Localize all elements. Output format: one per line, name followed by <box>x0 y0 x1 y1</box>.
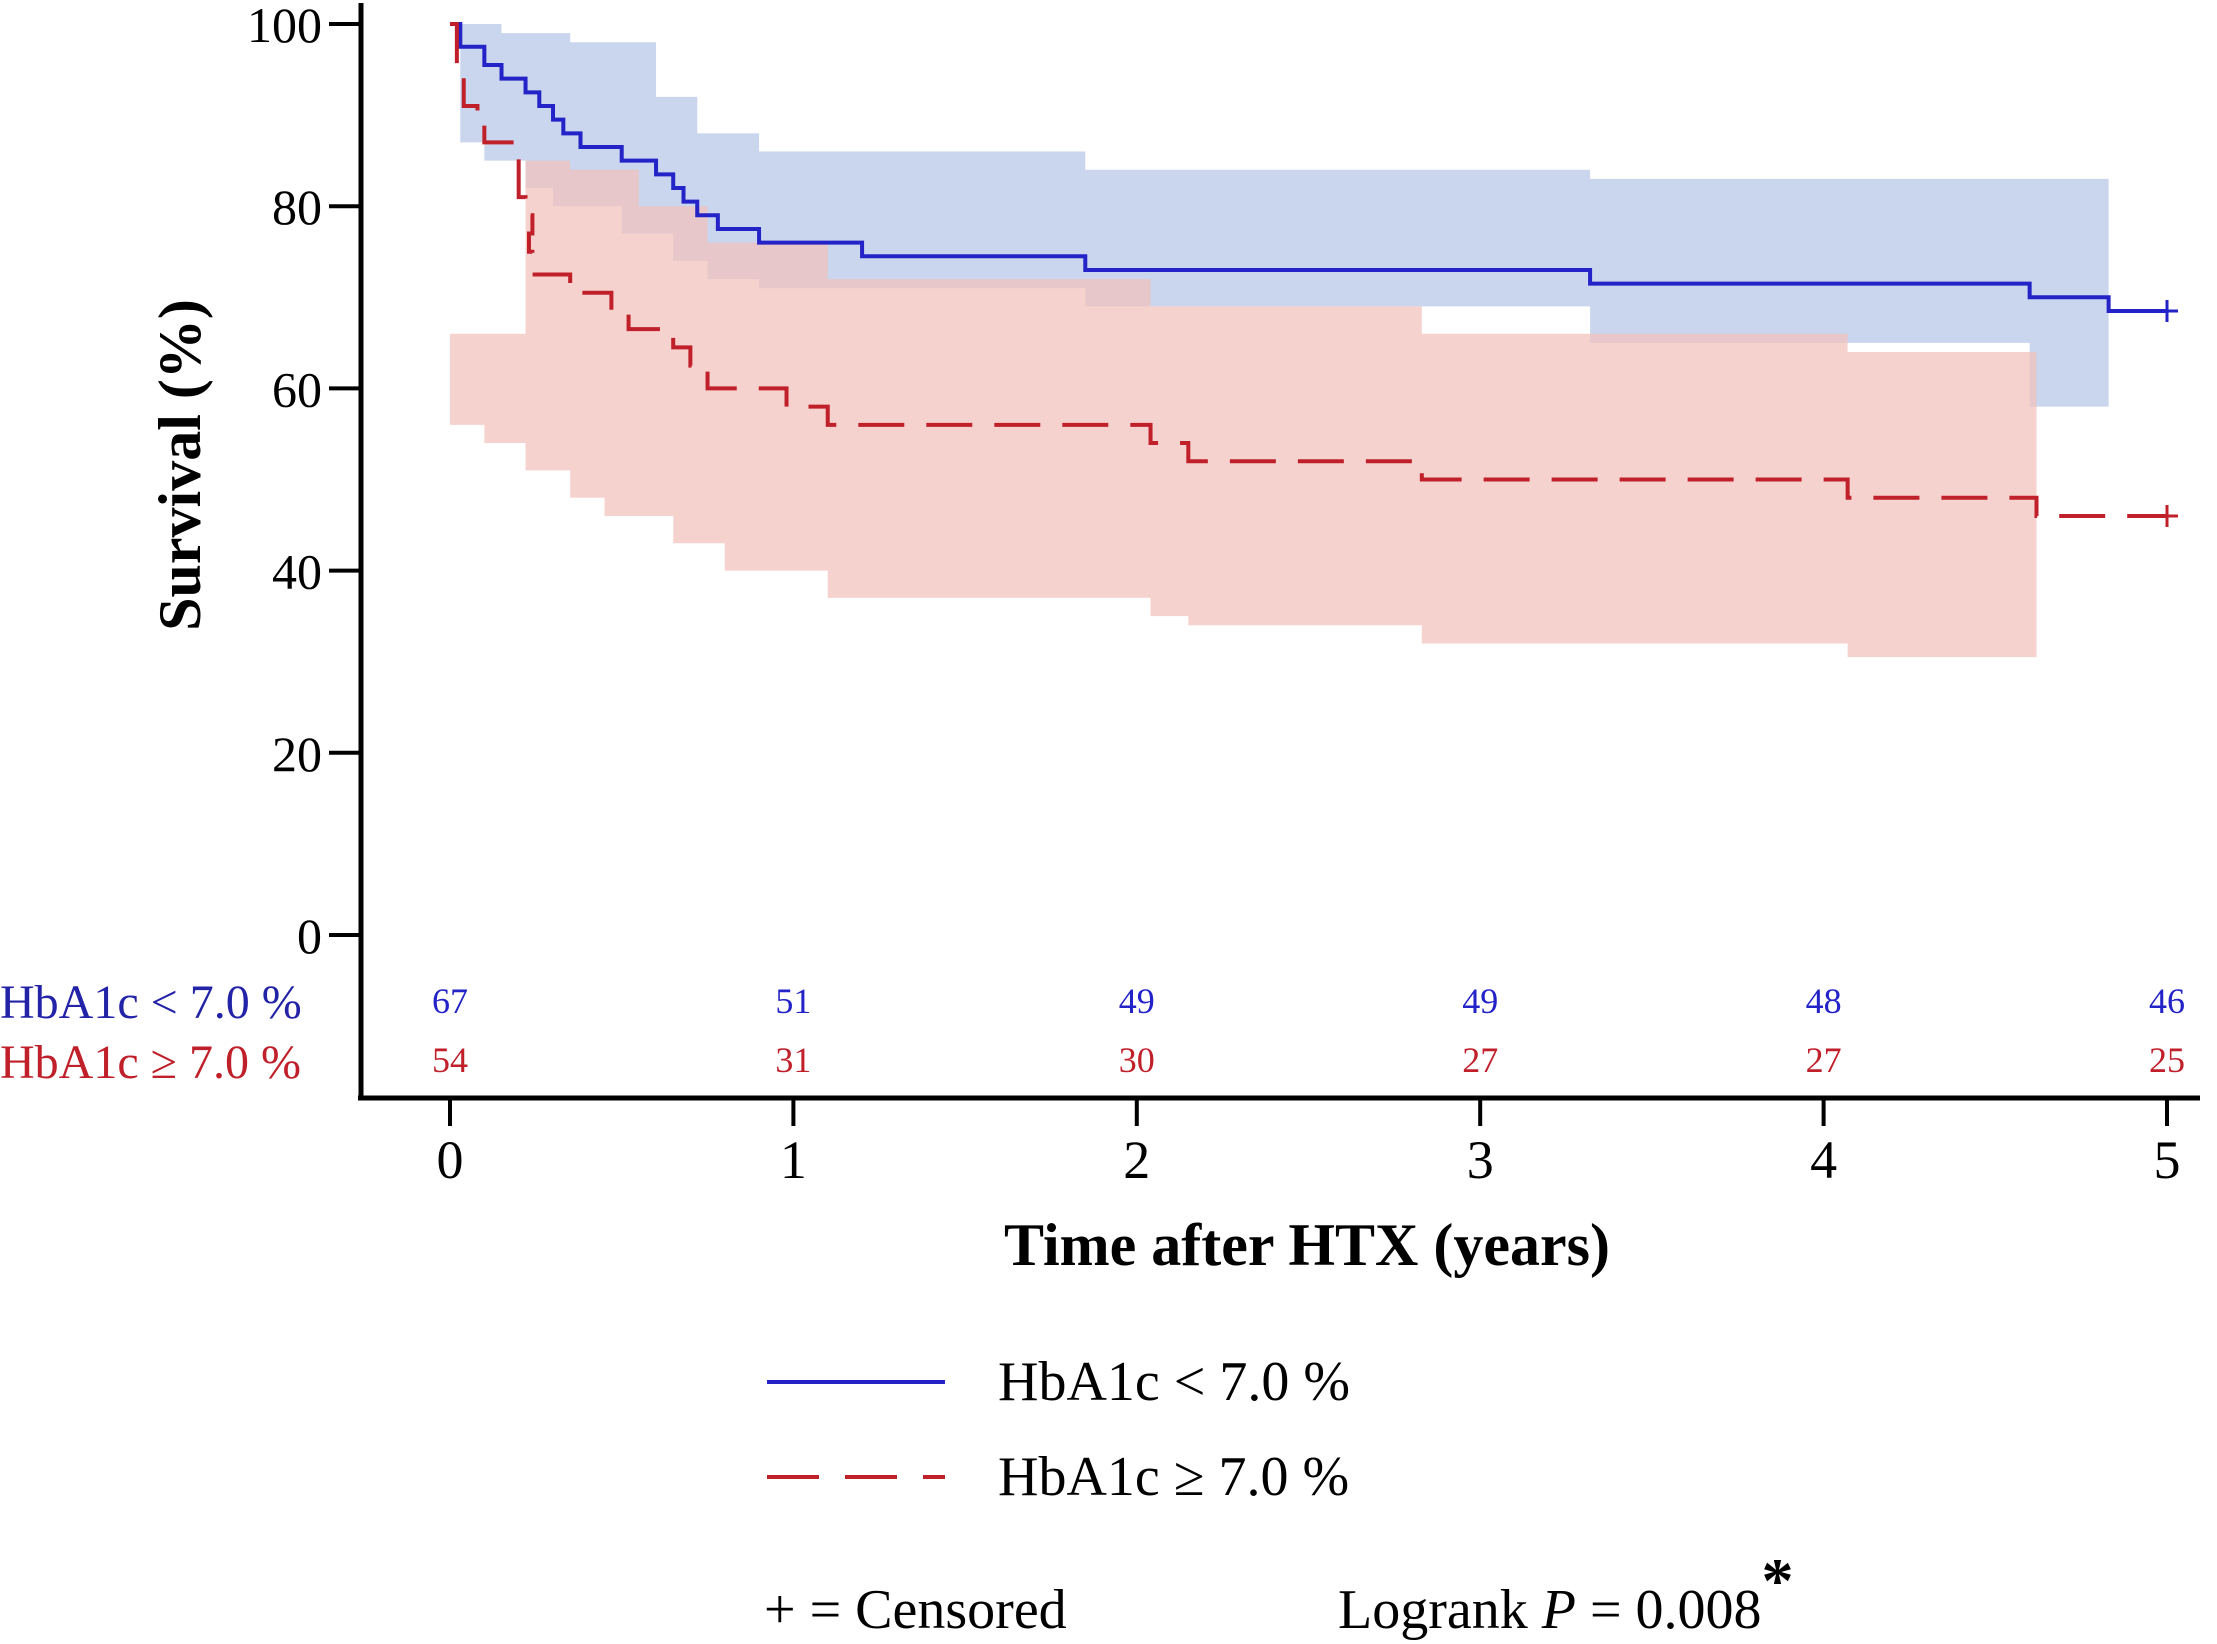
legend-label-high: HbA1c ≥ 7.0 % <box>998 1446 1349 1508</box>
logrank-p-symbol: P <box>1541 1579 1576 1641</box>
risk-label-low: HbA1c < 7.0 % <box>0 976 302 1029</box>
y-tick-label-40: 40 <box>272 544 322 600</box>
risk-label-high: HbA1c ≥ 7.0 % <box>0 1036 301 1089</box>
x-tick-label-1: 1 <box>780 1130 807 1190</box>
confidence-bands <box>450 24 2109 658</box>
confidence-band-low <box>450 24 2109 434</box>
at-risk-high-1: 31 <box>775 1040 811 1080</box>
y-tick-label-0: 0 <box>297 908 322 964</box>
censor-mark-high-0 <box>2156 504 2178 527</box>
confidence-band-high <box>450 160 2037 658</box>
legend: HbA1c < 7.0 % HbA1c ≥ 7.0 % <box>767 1351 1350 1508</box>
censor-mark-low-0 <box>2156 299 2178 322</box>
at-risk-low-3: 49 <box>1462 981 1498 1021</box>
y-tick-label-20: 20 <box>272 726 322 782</box>
at-risk-low-1: 51 <box>775 981 811 1021</box>
at-risk-low-0: 67 <box>432 981 468 1021</box>
legend-label-low: HbA1c < 7.0 % <box>998 1351 1350 1413</box>
y-ticks: 0 20 40 60 80 100 <box>247 0 361 964</box>
y-tick-label-100: 100 <box>247 0 322 53</box>
x-tick-label-4: 4 <box>1810 1130 1837 1190</box>
survival-curve-low <box>450 22 2167 313</box>
at-risk-high-0: 54 <box>432 1040 468 1080</box>
x-tick-label-0: 0 <box>437 1130 464 1190</box>
censored-note: + = Censored <box>764 1579 1067 1641</box>
at-risk-low-5: 46 <box>2149 981 2185 1021</box>
x-axis-title: Time after HTX (years) <box>1004 1212 1610 1278</box>
significance-asterisk: * <box>1762 1545 1794 1616</box>
at-risk-low-2: 49 <box>1119 981 1155 1021</box>
logrank-text: Logrank P = 0.008* <box>1338 1545 1794 1641</box>
logrank-prefix: Logrank <box>1338 1579 1542 1641</box>
risk-row-low: 67 51 49 49 48 46 <box>432 981 2185 1021</box>
at-risk-high-5: 25 <box>2149 1040 2185 1080</box>
y-tick-label-60: 60 <box>272 361 322 417</box>
x-tick-label-2: 2 <box>1123 1130 1150 1190</box>
risk-row-high: 54 31 30 27 27 25 <box>432 1040 2185 1080</box>
x-tick-label-3: 3 <box>1467 1130 1494 1190</box>
x-ticks: 0 1 2 3 4 5 <box>437 1098 2181 1190</box>
at-risk-high-3: 27 <box>1462 1040 1498 1080</box>
y-tick-label-80: 80 <box>272 179 322 235</box>
at-risk-high-2: 30 <box>1119 1040 1155 1080</box>
x-tick-label-5: 5 <box>2154 1130 2181 1190</box>
at-risk-low-4: 48 <box>1806 981 1842 1021</box>
survival-curve-high <box>450 22 2167 518</box>
survival-curves <box>450 22 2178 527</box>
y-axis-title: Survival (%) <box>147 299 213 631</box>
at-risk-high-4: 27 <box>1806 1040 1842 1080</box>
logrank-value: = 0.008 <box>1576 1579 1762 1641</box>
